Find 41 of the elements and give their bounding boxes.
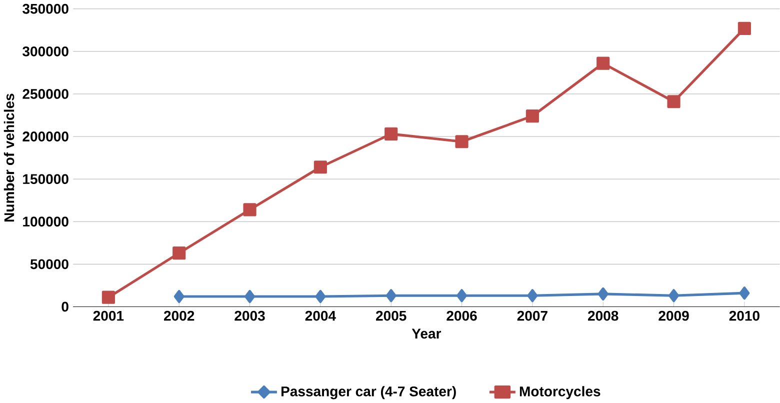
y-tick-label: 350000 (22, 4, 68, 14)
point (668, 289, 679, 302)
point (739, 286, 750, 300)
legend-label: Motorcycles (520, 386, 600, 400)
point (314, 160, 327, 174)
point (667, 95, 680, 108)
y-tick-label: 150000 (23, 174, 68, 184)
x-tick-label: 2009 (658, 311, 689, 321)
y-tick-label: 50000 (30, 259, 68, 270)
point (455, 135, 468, 148)
point (244, 290, 255, 304)
point (527, 289, 538, 302)
point (243, 203, 256, 216)
y-axis-title: Number of vehicles (4, 94, 14, 222)
point (738, 22, 751, 36)
point (598, 288, 608, 301)
point (456, 289, 467, 302)
x-tick-label: 2010 (729, 311, 760, 321)
x-tick-label: 2005 (376, 311, 406, 321)
point (172, 246, 186, 260)
y-tick-label: 250000 (22, 89, 68, 100)
point (386, 289, 396, 302)
point (174, 290, 184, 304)
x-tick-label: 2007 (517, 311, 548, 321)
point (384, 128, 398, 141)
y-tick-label: 200000 (22, 132, 68, 142)
point (102, 290, 115, 304)
x-tick-label: 2004 (305, 311, 336, 321)
y-tick-label: 300000 (22, 46, 68, 57)
x-axis-title: Year (412, 328, 442, 339)
x-tick-label: 2006 (446, 311, 477, 321)
legend-label: Passanger car (4-7 Seater) (281, 386, 456, 400)
point (526, 110, 539, 123)
y-tick-label: 0 (62, 302, 68, 312)
x-tick-label: 2003 (234, 311, 265, 321)
x-tick-label: 2008 (588, 311, 618, 321)
x-tick-label: 2002 (164, 311, 194, 321)
point (315, 290, 326, 304)
x-tick-label: 2001 (93, 311, 124, 321)
y-tick-label: 100000 (23, 216, 68, 227)
point (596, 56, 610, 70)
